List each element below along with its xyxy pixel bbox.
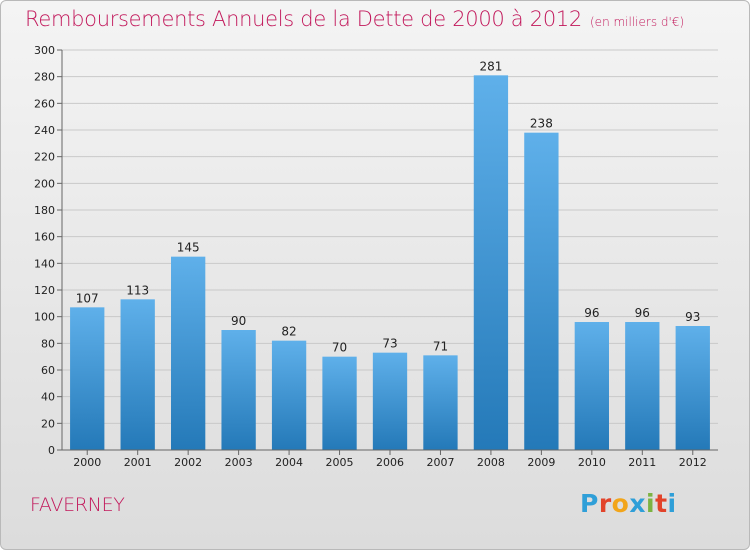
proxiti-logo: Proxiti — [580, 489, 677, 518]
bar-2006 — [372, 352, 408, 450]
logo-letter: x — [629, 489, 646, 518]
bar-2011 — [625, 322, 660, 450]
x-tick-label-2005: 2005 — [326, 456, 354, 469]
value-label-2012: 93 — [685, 310, 700, 324]
bar-2005 — [322, 356, 357, 450]
value-label-2002: 145 — [177, 241, 200, 255]
y-tick-label: 300 — [34, 44, 55, 57]
bar-2000 — [70, 307, 105, 450]
y-tick-label: 260 — [34, 97, 55, 110]
x-tick-label-2012: 2012 — [679, 456, 707, 469]
bar-2012 — [675, 326, 710, 450]
y-tick-label: 100 — [34, 311, 55, 324]
y-axis: 0 20 40 60 80 100 120 140 160 180 200 220 240 260 280 3… — [34, 44, 63, 457]
bar-2010 — [574, 322, 610, 450]
logo-letter: r — [598, 489, 612, 518]
bars: 107 113 145 90 82 70 73 71 281 238 96 96 93 — [70, 59, 710, 450]
y-tick-label: 220 — [34, 151, 55, 164]
bar-2007 — [423, 355, 458, 450]
value-label-2007: 71 — [433, 339, 448, 353]
value-label-2005: 70 — [332, 341, 347, 355]
value-label-2003: 90 — [231, 314, 246, 328]
bar-2003 — [221, 330, 256, 450]
logo-letter: P — [580, 489, 599, 518]
x-tick-label-2011: 2011 — [628, 456, 656, 469]
y-tick-label: 200 — [34, 177, 55, 190]
chart-title-text: Remboursements Annuels de la Dette de 20… — [25, 7, 582, 31]
x-tick-label-2008: 2008 — [477, 456, 505, 469]
x-tick-label-2007: 2007 — [426, 456, 454, 469]
bar-2009 — [524, 132, 559, 450]
logo-letter: t — [655, 489, 668, 518]
x-tick-label-2000: 2000 — [73, 456, 101, 469]
y-tick-label: 80 — [41, 337, 55, 350]
y-tick-label: 20 — [41, 417, 55, 430]
x-tick-label-2003: 2003 — [225, 456, 253, 469]
y-tick-label: 0 — [48, 444, 55, 457]
value-label-2011: 96 — [635, 306, 650, 320]
logo-letter: i — [646, 489, 656, 518]
x-tick-label-2010: 2010 — [578, 456, 606, 469]
y-tick-label: 160 — [34, 231, 55, 244]
value-label-2004: 82 — [281, 325, 296, 339]
logo-letter: i — [667, 489, 677, 518]
x-tick-label-2004: 2004 — [275, 456, 303, 469]
chart-title: Remboursements Annuels de la Dette de 20… — [25, 7, 684, 31]
y-tick-label: 120 — [34, 284, 55, 297]
x-tick-label-2002: 2002 — [174, 456, 202, 469]
value-label-2001: 113 — [126, 283, 149, 297]
value-label-2000: 107 — [76, 291, 99, 305]
value-label-2006: 73 — [382, 337, 397, 351]
bar-2001 — [120, 299, 155, 450]
value-label-2010: 96 — [584, 306, 599, 320]
x-tick-label-2006: 2006 — [376, 456, 404, 469]
bar-2004 — [271, 340, 307, 450]
y-tick-label: 280 — [34, 71, 55, 84]
x-axis: 2000 2001 2002 2003 2004 2005 2006 2007 2008 2009… — [62, 449, 718, 469]
bar-2008 — [473, 75, 509, 450]
value-label-2009: 238 — [530, 117, 553, 131]
y-tick-label: 240 — [34, 124, 55, 137]
chart-subtitle: (en milliers d'€) — [590, 15, 685, 29]
logo-letter: o — [611, 489, 630, 518]
y-tick-label: 40 — [41, 391, 55, 404]
x-tick-label-2001: 2001 — [124, 456, 152, 469]
place-name: FAVERNEY — [30, 494, 125, 516]
y-tick-label: 60 — [41, 364, 55, 377]
x-tick-label-2009: 2009 — [527, 456, 555, 469]
value-label-2008: 281 — [479, 59, 502, 73]
bar-2002 — [170, 256, 206, 450]
y-tick-label: 180 — [34, 204, 55, 217]
y-tick-label: 140 — [34, 257, 55, 270]
